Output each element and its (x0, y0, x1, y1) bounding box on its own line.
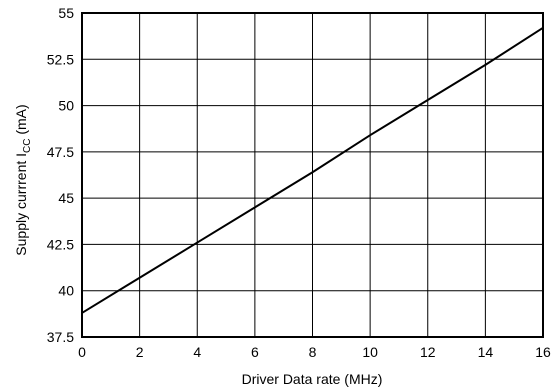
x-tick-label: 14 (478, 344, 494, 360)
y-tick-label: 42.5 (47, 236, 74, 252)
vertical-gridlines (139, 13, 486, 337)
y-tick-label: 52.5 (47, 51, 74, 67)
plot-area-frame (81, 12, 544, 338)
y-axis-label: Supply currrent ICC (mA) (13, 104, 33, 255)
x-axis-label: Driver Data rate (MHz) (242, 371, 383, 387)
series-line-supply-current (81, 26, 544, 314)
y-tick-label: 37.5 (47, 329, 74, 345)
x-tick-label: 8 (309, 344, 317, 360)
y-axis-tick-labels: 37.5 40 42.5 45 47.5 50 52.5 55 (47, 5, 74, 345)
y-tick-label: 50 (58, 98, 74, 114)
x-tick-label: 2 (136, 344, 144, 360)
horizontal-gridlines (82, 58, 543, 292)
y-tick-label: 55 (58, 5, 74, 21)
y-tick-label: 45 (58, 190, 74, 206)
y-tick-label: 47.5 (47, 144, 74, 160)
x-tick-label: 4 (193, 344, 201, 360)
y-axis-label-prefix: Supply currrent I (13, 153, 29, 256)
y-axis-label-suffix: (mA) (13, 104, 29, 138)
x-tick-label: 0 (78, 344, 86, 360)
x-axis-tick-labels: 0 2 4 6 8 10 12 14 16 (78, 344, 551, 360)
x-tick-label: 16 (535, 344, 551, 360)
y-tick-label: 40 (58, 283, 74, 299)
x-tick-label: 6 (251, 344, 259, 360)
x-tick-label: 10 (362, 344, 378, 360)
x-tick-label: 12 (420, 344, 436, 360)
y-axis-label-subscript: CC (22, 139, 33, 153)
